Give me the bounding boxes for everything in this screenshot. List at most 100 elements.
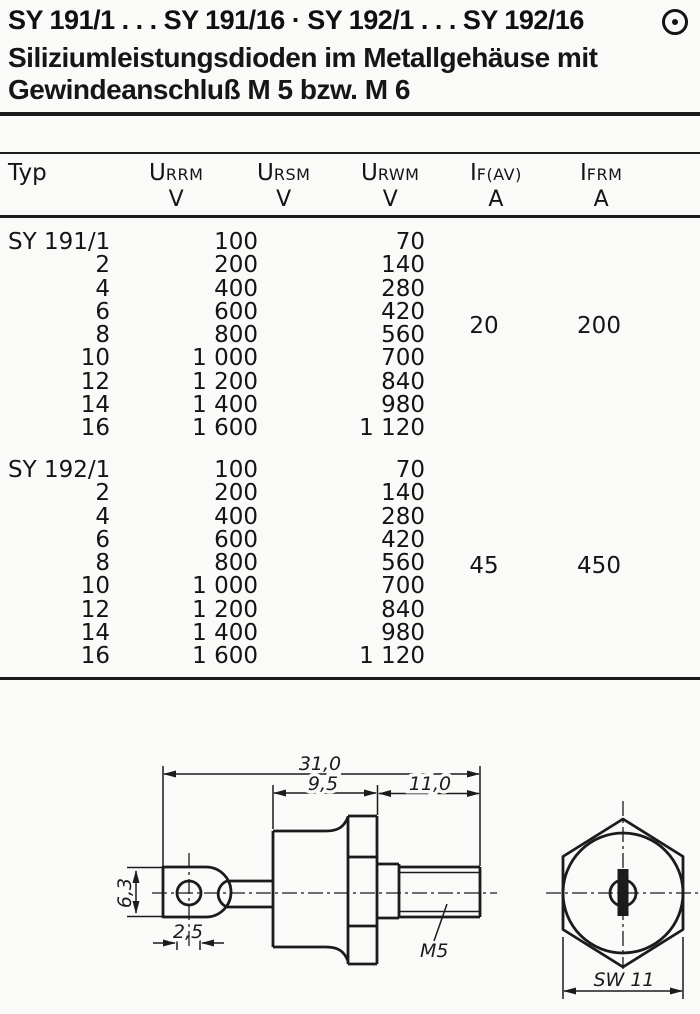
table-row: SY 191/1 100 70 bbox=[8, 229, 428, 255]
cell-urrm: 800 bbox=[214, 550, 258, 577]
table-row: 14 1 400 980 bbox=[8, 620, 428, 647]
dim-lug-height-label: 6,3 bbox=[114, 878, 136, 908]
table-group-sy191: SY 191/1 100 70 2 200 140 4 400 280 6 600 420 8 800 56… bbox=[8, 229, 428, 442]
cell-urrm: 200 bbox=[214, 480, 258, 507]
cell-urwm: 140 bbox=[381, 252, 425, 279]
thread-size-label: M5 bbox=[420, 940, 448, 962]
column-unit: A bbox=[488, 187, 504, 212]
cell-urrm: 1 400 bbox=[192, 620, 258, 647]
cell-urrm: 1 000 bbox=[192, 345, 258, 372]
cell-urwm: 560 bbox=[381, 322, 425, 349]
table-row: 12 1 200 840 bbox=[8, 368, 428, 395]
table-row: 2 200 140 bbox=[8, 252, 428, 279]
table-row: 2 200 140 bbox=[8, 480, 428, 507]
cell-urwm: 700 bbox=[381, 345, 425, 372]
cell-urrm: 400 bbox=[214, 275, 258, 302]
cell-typ: SY 191/1 bbox=[8, 229, 111, 255]
column-unit: V bbox=[382, 187, 398, 212]
cell-urrm: 1 000 bbox=[192, 573, 258, 600]
table-row: 6 600 420 bbox=[8, 298, 428, 325]
cell-urrm: 1 600 bbox=[192, 643, 258, 670]
cell-urrm: 100 bbox=[214, 229, 258, 255]
cell-urrm: 600 bbox=[214, 526, 258, 553]
cell-urwm: 840 bbox=[381, 596, 425, 623]
column-header-typ: Typ bbox=[8, 160, 47, 186]
table-row: 8 800 560 bbox=[8, 550, 428, 577]
cell-typ: 4 bbox=[95, 503, 110, 530]
cell-urwm: 1 120 bbox=[359, 415, 425, 442]
column-label: URSM bbox=[257, 160, 311, 186]
subtitle-line-2: Gewindeanschluß M 5 bzw. M 6 bbox=[8, 74, 410, 105]
cell-typ: SY 192/1 bbox=[8, 457, 111, 483]
column-label: IF(AV) bbox=[470, 160, 522, 186]
dim-thread-length-label: 11,0 bbox=[409, 773, 451, 795]
table-group-sy192: SY 192/1 100 70 2 200 140 4 400 280 6 600 420 8 800 56… bbox=[8, 457, 428, 670]
cell-urwm: 560 bbox=[381, 550, 425, 577]
cell-typ: 10 bbox=[80, 345, 110, 372]
cell-urrm: 400 bbox=[214, 503, 258, 530]
table-row: 16 1 600 1 120 bbox=[8, 415, 428, 442]
cell-typ: 10 bbox=[80, 573, 110, 600]
column-unit: V bbox=[276, 187, 292, 212]
table-row: 10 1 000 700 bbox=[8, 345, 428, 372]
cell-urwm: 1 120 bbox=[359, 643, 425, 670]
column-header-ifrm: IFRM A bbox=[580, 160, 622, 212]
dim-body-length-label: 9,5 bbox=[308, 773, 338, 795]
cell-typ: 12 bbox=[80, 596, 110, 623]
table-row: 14 1 400 980 bbox=[8, 392, 428, 419]
cell-typ: 2 bbox=[95, 480, 110, 507]
table-row: 8 800 560 bbox=[8, 322, 428, 349]
table-row: 12 1 200 840 bbox=[8, 596, 428, 623]
table-row: 16 1 600 1 120 bbox=[8, 643, 428, 670]
column-label: URWM bbox=[361, 160, 420, 186]
value-ifrm-sy191: 200 bbox=[577, 313, 621, 339]
cell-typ: 14 bbox=[80, 620, 110, 647]
table-bottom-rule bbox=[0, 677, 700, 680]
table-row: 10 1 000 700 bbox=[8, 573, 428, 600]
cell-urwm: 70 bbox=[395, 229, 425, 255]
column-header-urwm: URWM V bbox=[361, 160, 419, 212]
table-row: 6 600 420 bbox=[8, 526, 428, 553]
cell-urwm: 280 bbox=[381, 503, 425, 530]
table-row: 4 400 280 bbox=[8, 275, 428, 302]
cell-urrm: 200 bbox=[214, 252, 258, 279]
table-top-rule bbox=[0, 152, 700, 154]
cell-urwm: 980 bbox=[381, 392, 425, 419]
cell-typ: 12 bbox=[80, 368, 110, 395]
cell-typ: 8 bbox=[95, 550, 110, 577]
column-label: URRM bbox=[149, 160, 204, 186]
page-subtitle: Siliziumleistungsdioden im Metallgehäuse… bbox=[8, 42, 598, 106]
column-unit: V bbox=[168, 187, 184, 212]
table-header-rule bbox=[0, 215, 700, 218]
cell-urrm: 1 200 bbox=[192, 368, 258, 395]
table-row: 4 400 280 bbox=[8, 503, 428, 530]
column-header-ursm: URSM V bbox=[257, 160, 310, 212]
cell-urwm: 280 bbox=[381, 275, 425, 302]
cell-urwm: 140 bbox=[381, 480, 425, 507]
icon-center-dot bbox=[672, 19, 678, 25]
cell-urrm: 600 bbox=[214, 298, 258, 325]
cell-typ: 14 bbox=[80, 392, 110, 419]
cell-urrm: 1 400 bbox=[192, 392, 258, 419]
dim-total-length-label: 31,0 bbox=[299, 753, 341, 775]
cell-typ: 4 bbox=[95, 275, 110, 302]
cell-urwm: 70 bbox=[395, 457, 425, 483]
cell-typ: 6 bbox=[95, 298, 110, 325]
cell-urwm: 840 bbox=[381, 368, 425, 395]
column-label: Typ bbox=[8, 160, 47, 186]
cell-typ: 8 bbox=[95, 322, 110, 349]
table-row: SY 192/1 100 70 bbox=[8, 457, 428, 483]
cell-urrm: 800 bbox=[214, 322, 258, 349]
cell-urwm: 980 bbox=[381, 620, 425, 647]
page-title: SY 191/1 . . . SY 191/16 · SY 192/1 . . … bbox=[8, 5, 584, 35]
dim-hole-label: 2,5 bbox=[173, 921, 203, 943]
column-unit: A bbox=[593, 187, 609, 212]
cell-typ: 16 bbox=[80, 643, 110, 670]
subtitle-line-1: Siliziumleistungsdioden im Metallgehäuse… bbox=[8, 42, 598, 73]
cell-typ: 16 bbox=[80, 415, 110, 442]
package-drawing: 31,0 9,5 11,0 6,3 2,5 bbox=[114, 753, 698, 999]
column-label: IFRM bbox=[580, 160, 623, 186]
cell-typ: 2 bbox=[95, 252, 110, 279]
title-divider-rule bbox=[0, 112, 700, 116]
